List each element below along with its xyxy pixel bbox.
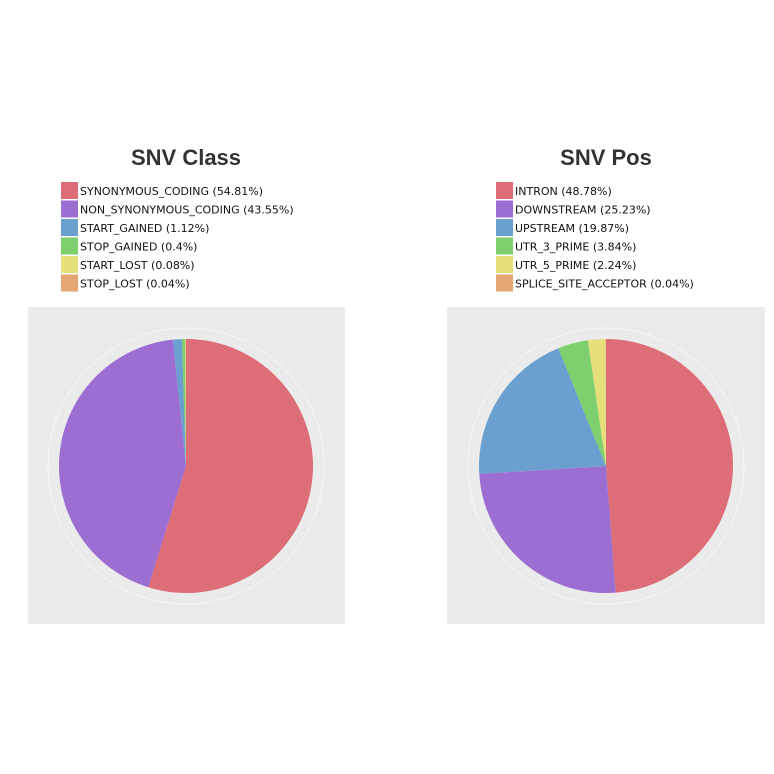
chart-title: SNV Pos [560, 145, 652, 170]
legend-key [496, 274, 513, 292]
legend-label: UTR_3_PRIME (3.84%) [515, 241, 636, 254]
pie-slice-intron [606, 339, 734, 593]
legend-label: DOWNSTREAM (25.23%) [515, 204, 651, 217]
legend-label: UTR_5_PRIME (2.24%) [515, 259, 636, 272]
legend-label: STOP_GAINED (0.4%) [80, 241, 197, 254]
snv-class-chart: SNV Class SYNONYMOUS_CODING (54.81%) NON_… [28, 145, 345, 624]
legend-key [61, 219, 78, 236]
grid-ring [47, 327, 325, 605]
pie-slices [479, 338, 734, 594]
pie-slice-downstream [479, 466, 616, 594]
legend-label: NON_SYNONYMOUS_CODING (43.55%) [80, 204, 294, 217]
legend-key [61, 274, 78, 292]
pie-slices [59, 338, 314, 593]
pie-slice-upstream [479, 348, 606, 474]
pie-slice-non-synonymous-coding [59, 339, 186, 588]
legend-key [496, 256, 513, 273]
legend-key [61, 237, 78, 255]
pie-slice-utr-3-prime [558, 340, 606, 466]
legend-label: START_GAINED (1.12%) [80, 222, 209, 235]
grid-ring [467, 327, 745, 605]
pie-slice-start-gained [172, 339, 186, 466]
pie-slice-start-lost [185, 338, 186, 466]
legend-key [61, 200, 78, 218]
snv-pos-chart: SNV Pos INTRON (48.78%) DOWNSTREAM (25.23… [447, 145, 765, 624]
legend-key [61, 256, 78, 273]
legend-label: STOP_LOST (0.04%) [80, 278, 190, 291]
legend-key [496, 219, 513, 236]
legend-key [496, 200, 513, 218]
pie-slice-stop-gained [181, 339, 186, 466]
pie-slice-utr-5-prime [587, 339, 606, 466]
pie-slice-synonymous-coding [148, 339, 314, 593]
legend-label: SPLICE_SITE_ACCEPTOR (0.04%) [515, 278, 694, 291]
legend: SYNONYMOUS_CODING (54.81%) NON_SYNONYMOUS… [61, 182, 294, 292]
legend-label: UPSTREAM (19.87%) [515, 222, 629, 235]
chart-title: SNV Class [131, 145, 241, 170]
legend: INTRON (48.78%) DOWNSTREAM (25.23%) UPSTRE… [496, 182, 694, 292]
legend-label: INTRON (48.78%) [515, 185, 612, 198]
legend-label: START_LOST (0.08%) [80, 259, 195, 272]
legend-key [61, 182, 78, 199]
legend-key [496, 182, 513, 199]
legend-label: SYNONYMOUS_CODING (54.81%) [80, 185, 263, 198]
legend-key [496, 237, 513, 255]
